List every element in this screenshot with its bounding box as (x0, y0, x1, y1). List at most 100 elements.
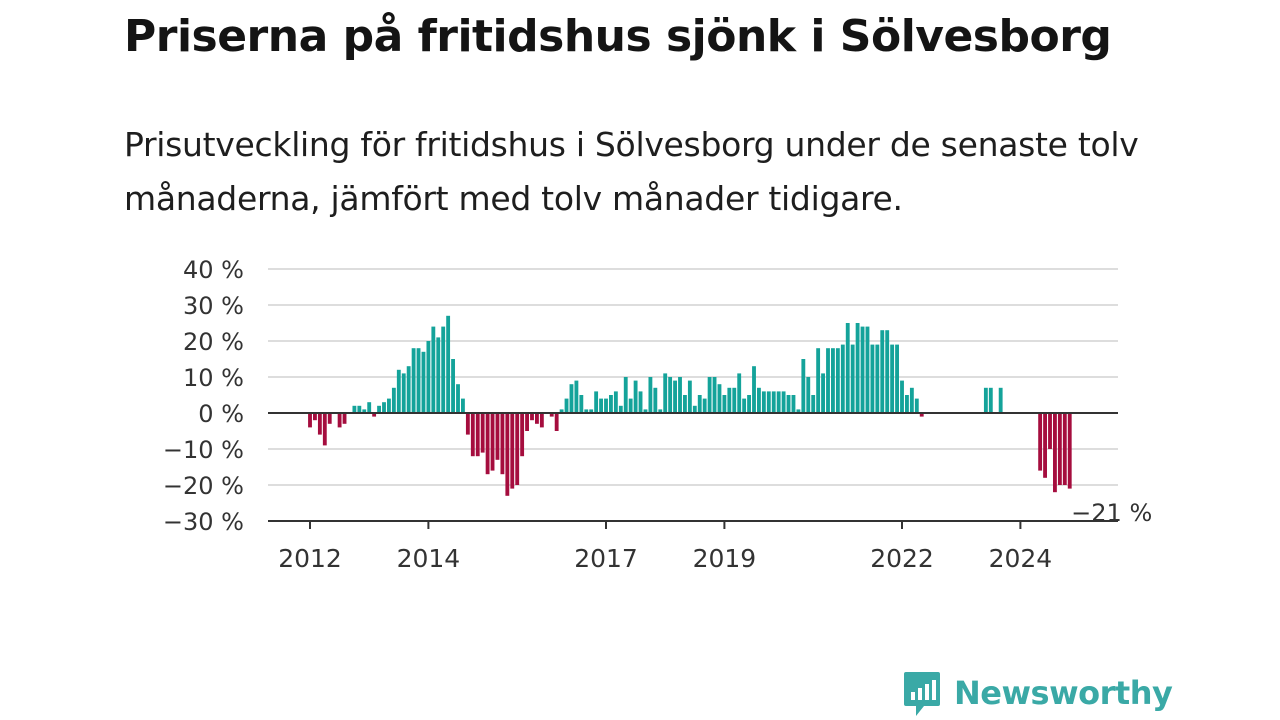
bar (1043, 413, 1047, 478)
bar (436, 337, 441, 413)
bar (510, 413, 515, 489)
bar (322, 413, 327, 446)
x-tick-label: 2012 (278, 544, 342, 573)
bar (549, 413, 554, 417)
bar (362, 409, 367, 413)
bar (880, 330, 885, 413)
bar (648, 377, 653, 413)
bar (702, 398, 707, 413)
bar (470, 413, 475, 457)
bar (638, 391, 643, 413)
bar (776, 391, 781, 413)
bar (712, 377, 717, 413)
bar (352, 405, 357, 413)
bar (539, 413, 544, 428)
bar (554, 413, 559, 431)
bar (431, 326, 436, 413)
bar (1053, 413, 1057, 493)
bar (835, 348, 840, 413)
bar (816, 348, 821, 413)
bar (327, 413, 332, 424)
bar (461, 398, 465, 413)
y-tick-label: −20 % (163, 472, 244, 500)
bar (643, 409, 648, 413)
grid-lines (268, 268, 1118, 486)
bar (569, 384, 574, 413)
bar (801, 359, 806, 413)
bar (707, 377, 712, 413)
newsworthy-brand[interactable]: Newsworthy (902, 668, 1173, 718)
bar (919, 413, 924, 417)
x-tick-labels: 2012 2014 2017 2019 2022 2024 (278, 521, 1052, 573)
bar (382, 402, 386, 413)
bar (905, 395, 909, 413)
chart-title: Priserna på fritidshus sjönk i Sölvesbor… (124, 11, 1112, 62)
bar (697, 395, 702, 413)
y-tick-label: 0 % (198, 400, 244, 428)
bar (613, 391, 618, 413)
x-tick-label: 2017 (574, 544, 638, 573)
y-tick-label: −10 % (163, 436, 244, 464)
bar (840, 344, 845, 413)
bar (717, 384, 722, 413)
bar (687, 380, 692, 413)
bar (628, 398, 633, 413)
bar (742, 398, 747, 413)
bar (1062, 413, 1067, 485)
bar (757, 387, 761, 413)
bar (791, 395, 796, 413)
y-tick-label: 40 % (183, 256, 244, 284)
x-tick-label: 2014 (397, 544, 461, 573)
bar (1067, 413, 1072, 489)
bar (796, 409, 801, 413)
bar (451, 359, 455, 413)
bar (900, 380, 904, 413)
bar (372, 413, 377, 417)
chart-subtitle: Prisutveckling för fritidshus i Sölvesbo… (124, 125, 1139, 218)
bar (387, 398, 391, 413)
y-tick-label: −30 % (163, 508, 244, 536)
y-tick-label: 10 % (183, 364, 244, 392)
bar (658, 409, 663, 413)
bar (505, 413, 510, 496)
bar (599, 398, 603, 413)
bar (831, 348, 835, 413)
bar (988, 387, 993, 413)
y-tick-label: 20 % (183, 328, 244, 356)
bar (446, 315, 451, 413)
bar (781, 391, 786, 413)
bar (806, 377, 811, 413)
bar (895, 344, 899, 413)
bar (633, 380, 638, 413)
bar (747, 395, 751, 413)
brand-name: Newsworthy (954, 674, 1173, 712)
bar (855, 323, 860, 413)
bar (313, 413, 317, 421)
bar (826, 348, 830, 413)
end-value-label: −21 % (1071, 499, 1152, 527)
bar (317, 413, 322, 435)
bar (584, 409, 589, 413)
bar (663, 373, 668, 413)
bar (520, 413, 525, 457)
bar (377, 405, 381, 413)
bar (357, 405, 362, 413)
bar (396, 369, 401, 413)
bar (490, 413, 495, 471)
bar (909, 387, 914, 413)
bar (564, 398, 569, 413)
bar (811, 395, 816, 413)
bar (342, 413, 347, 424)
bar (737, 373, 742, 413)
bar (752, 366, 756, 413)
bar (727, 387, 732, 413)
bar (732, 387, 737, 413)
bar (308, 413, 312, 428)
bar (722, 395, 727, 413)
bar (401, 373, 406, 413)
bar (914, 398, 919, 413)
bar (574, 380, 579, 413)
bar (426, 341, 431, 413)
bar (367, 402, 372, 413)
